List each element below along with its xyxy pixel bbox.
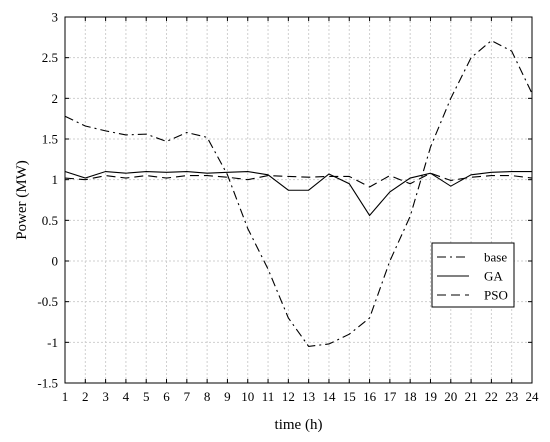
y-tick-label: 2	[52, 91, 59, 106]
x-tick-label: 10	[241, 389, 254, 404]
y-tick-label: -1.5	[37, 376, 58, 391]
x-tick-label: 17	[383, 389, 397, 404]
x-tick-label: 16	[363, 389, 377, 404]
x-tick-label: 20	[444, 389, 457, 404]
legend-label-pso: PSO	[484, 288, 508, 303]
x-tick-label: 18	[404, 389, 417, 404]
y-tick-label: 1.5	[42, 132, 58, 147]
x-tick-label: 12	[282, 389, 295, 404]
series-lines	[64, 39, 533, 347]
x-tick-label: 9	[224, 389, 231, 404]
x-tick-label: 5	[143, 389, 150, 404]
x-tick-label: 4	[123, 389, 130, 404]
y-tick-label: 0	[52, 254, 59, 269]
y-tick-label: -0.5	[37, 294, 58, 309]
axes	[64, 16, 533, 384]
y-tick-label: -1	[47, 335, 58, 350]
legend-label-ga: GA	[484, 269, 503, 284]
x-tick-label: 3	[102, 389, 109, 404]
grid-lines	[64, 16, 533, 384]
series-line-base	[64, 39, 533, 347]
y-tick-label: 1	[52, 172, 59, 187]
y-tick-label: 3	[52, 10, 59, 25]
legend-box	[431, 242, 515, 308]
x-tick-label: 2	[82, 389, 89, 404]
legend: base GA PSO	[431, 242, 515, 308]
x-tick-label: 23	[505, 389, 518, 404]
x-tick-label: 8	[204, 389, 211, 404]
x-tick-label: 22	[485, 389, 498, 404]
y-tick-label: 2.5	[42, 50, 58, 65]
plot-frame	[64, 16, 533, 384]
x-tick-label: 1	[62, 389, 69, 404]
x-tick-label: 21	[465, 389, 478, 404]
x-tick-label: 7	[184, 389, 191, 404]
x-axis-label: time (h)	[275, 417, 323, 433]
x-tick-label: 24	[526, 389, 540, 404]
x-tick-label: 15	[343, 389, 356, 404]
x-tick-label: 13	[302, 389, 315, 404]
legend-label-base: base	[484, 250, 507, 265]
y-tick-label: 0.5	[42, 213, 58, 228]
x-tick-label: 14	[322, 389, 336, 404]
y-axis-label: Power (MW)	[14, 160, 30, 240]
x-tick-label: 6	[163, 389, 170, 404]
x-tick-label: 19	[424, 389, 437, 404]
series-line-ga	[64, 170, 532, 217]
series-line-pso	[64, 172, 533, 188]
x-tick-label: 11	[262, 389, 275, 404]
tick-labels: 1 2 3 4 5 6 7 8 9 10 11 12 13 14 15 16 17 18 19 20 21 22 23 243…	[37, 10, 539, 405]
